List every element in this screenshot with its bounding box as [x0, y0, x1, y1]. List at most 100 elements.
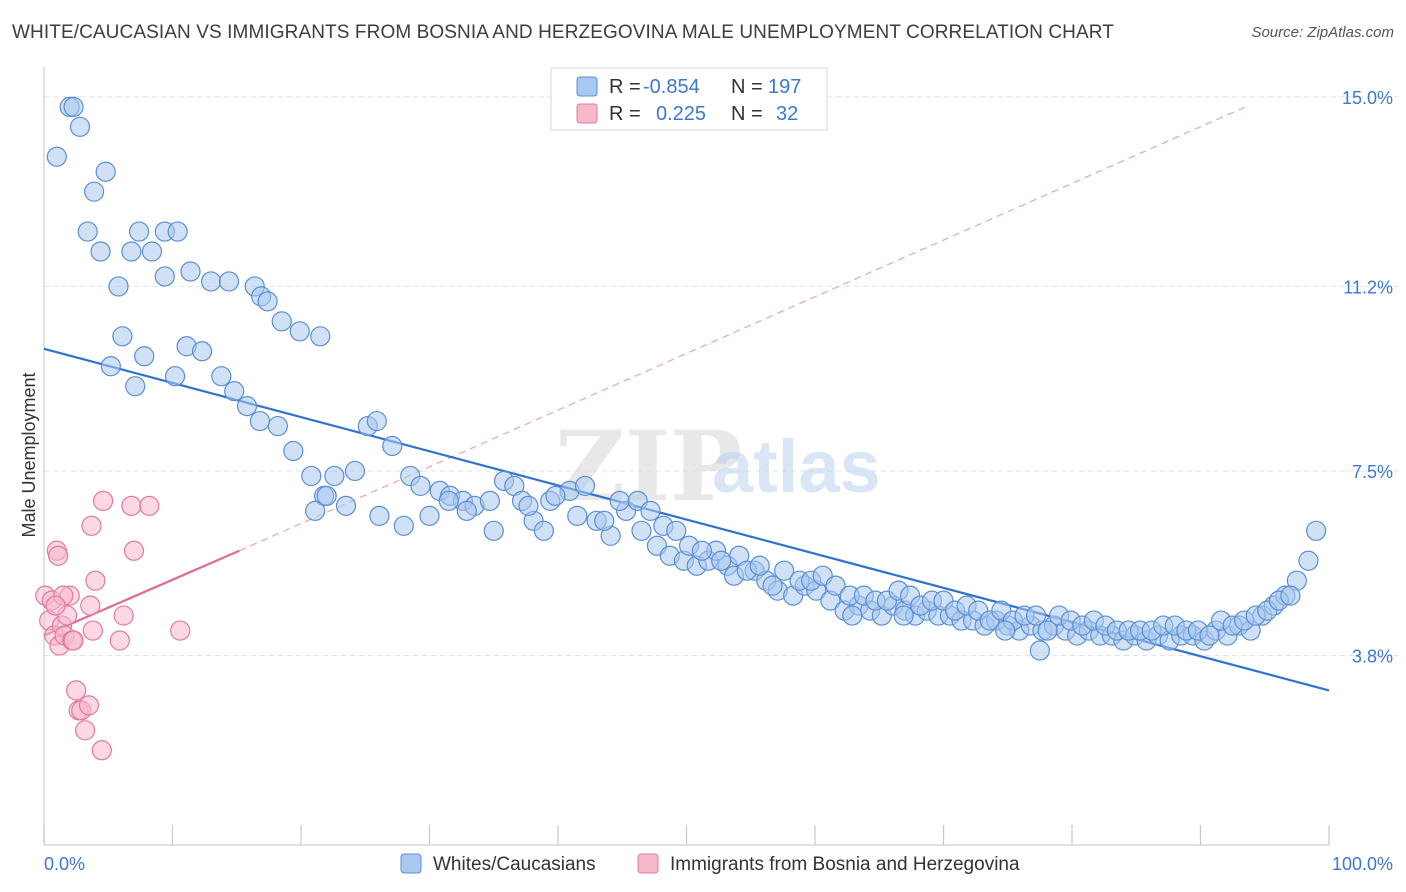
- point-whites: [236, 396, 258, 417]
- point-whites: [134, 346, 155, 367]
- point-whites: [84, 181, 105, 202]
- point-whites: [267, 415, 288, 437]
- point-whites: [77, 221, 98, 242]
- legend-swatch-whites: [400, 853, 422, 874]
- chart-title: WHITE/CAUCASIAN VS IMMIGRANTS FROM BOSNI…: [12, 22, 1114, 43]
- legend-swatch-whites: [576, 76, 598, 97]
- point-whites: [1298, 550, 1319, 571]
- point-bosnia: [78, 695, 100, 716]
- point-whites: [567, 505, 588, 526]
- point-bosnia: [170, 620, 191, 641]
- point-whites: [218, 271, 240, 292]
- point-whites: [257, 291, 278, 312]
- point-whites: [46, 146, 67, 167]
- legend-swatch-bosnia: [637, 853, 659, 874]
- point-whites: [533, 520, 554, 541]
- correlation-legend: R = -0.854 N = 197 R = 0.225 N = 32: [550, 67, 828, 131]
- point-whites: [271, 311, 292, 332]
- point-whites: [1306, 520, 1327, 541]
- point-whites: [154, 266, 175, 287]
- point-whites: [167, 221, 188, 242]
- legend-n-value: 197: [768, 76, 801, 98]
- axes: [43, 67, 1330, 846]
- point-whites: [1037, 620, 1058, 641]
- point-whites: [112, 326, 133, 347]
- point-whites: [1199, 625, 1220, 646]
- point-whites: [893, 605, 914, 626]
- y-tick-label: 7.5%: [1352, 462, 1393, 482]
- point-whites: [1025, 605, 1047, 626]
- legend-r-value: -0.854: [643, 76, 700, 98]
- point-whites: [419, 505, 440, 526]
- point-whites: [410, 475, 431, 497]
- point-whites: [283, 440, 304, 462]
- legend-label-whites: Whites/Caucasians: [433, 854, 596, 875]
- point-whites: [393, 515, 414, 536]
- point-bosnia: [123, 540, 145, 561]
- series-legend: Whites/Caucasians Immigrants from Bosnia…: [400, 853, 1020, 875]
- point-whites: [164, 366, 186, 387]
- point-whites: [316, 485, 337, 506]
- point-whites: [574, 475, 596, 497]
- point-whites: [995, 620, 1016, 641]
- trend-line-bosnia: [43, 549, 240, 637]
- point-whites: [762, 575, 783, 596]
- point-whites: [344, 460, 366, 482]
- point-whites: [366, 410, 387, 432]
- point-whites: [224, 381, 245, 402]
- source-label: Source: ZipAtlas.com: [1251, 24, 1394, 41]
- legend-r-value: 0.225: [656, 103, 706, 125]
- point-bosnia: [48, 545, 69, 566]
- watermark: ZIP atlas: [555, 410, 881, 523]
- point-bosnia: [121, 495, 142, 516]
- point-whites: [594, 510, 615, 531]
- point-bosnia: [139, 495, 160, 516]
- point-whites: [324, 465, 345, 487]
- y-tick-label: 15.0%: [1342, 88, 1393, 108]
- data-points: [35, 96, 1327, 761]
- point-whites: [310, 326, 331, 347]
- legend-n-value: 32: [776, 103, 798, 125]
- point-whites: [335, 495, 357, 516]
- legend-n-label: N =: [731, 76, 763, 98]
- x-tick-label: 100.0%: [1332, 854, 1393, 874]
- grid: [44, 96, 1399, 656]
- point-whites: [518, 495, 539, 516]
- point-bosnia: [93, 490, 114, 511]
- tick-labels: 3.8% 7.5% 11.2% 15.0% 0.0% 100.0%: [44, 88, 1393, 874]
- point-whites: [749, 555, 770, 576]
- point-whites: [842, 605, 863, 626]
- watermark-atlas: atlas: [712, 425, 881, 508]
- point-whites: [609, 490, 630, 511]
- point-whites: [631, 520, 652, 541]
- point-whites: [479, 490, 500, 511]
- legend-n-label: N =: [731, 103, 763, 125]
- point-whites: [691, 540, 713, 561]
- point-bosnia: [82, 620, 103, 641]
- point-whites: [289, 321, 310, 342]
- legend-label-bosnia: Immigrants from Bosnia and Herzegovina: [670, 854, 1020, 875]
- point-whites: [90, 241, 111, 262]
- point-bosnia: [91, 740, 112, 761]
- y-tick-label: 3.8%: [1352, 646, 1393, 666]
- point-whites: [95, 161, 116, 182]
- point-whites: [382, 435, 403, 457]
- point-bosnia: [66, 680, 87, 701]
- point-whites: [63, 96, 84, 117]
- point-bosnia: [75, 720, 96, 741]
- point-whites: [249, 410, 270, 432]
- point-whites: [301, 465, 322, 487]
- y-tick-label: 11.2%: [1343, 277, 1393, 297]
- point-whites: [369, 505, 390, 526]
- point-whites: [1029, 640, 1050, 661]
- point-whites: [180, 261, 201, 282]
- point-bosnia: [63, 630, 84, 651]
- legend-r-label: R =: [609, 76, 641, 98]
- point-whites: [200, 271, 222, 292]
- point-whites: [125, 376, 146, 397]
- legend-r-label: R =: [609, 103, 641, 125]
- point-whites: [545, 485, 566, 506]
- point-bosnia: [109, 630, 130, 651]
- point-whites: [666, 520, 687, 541]
